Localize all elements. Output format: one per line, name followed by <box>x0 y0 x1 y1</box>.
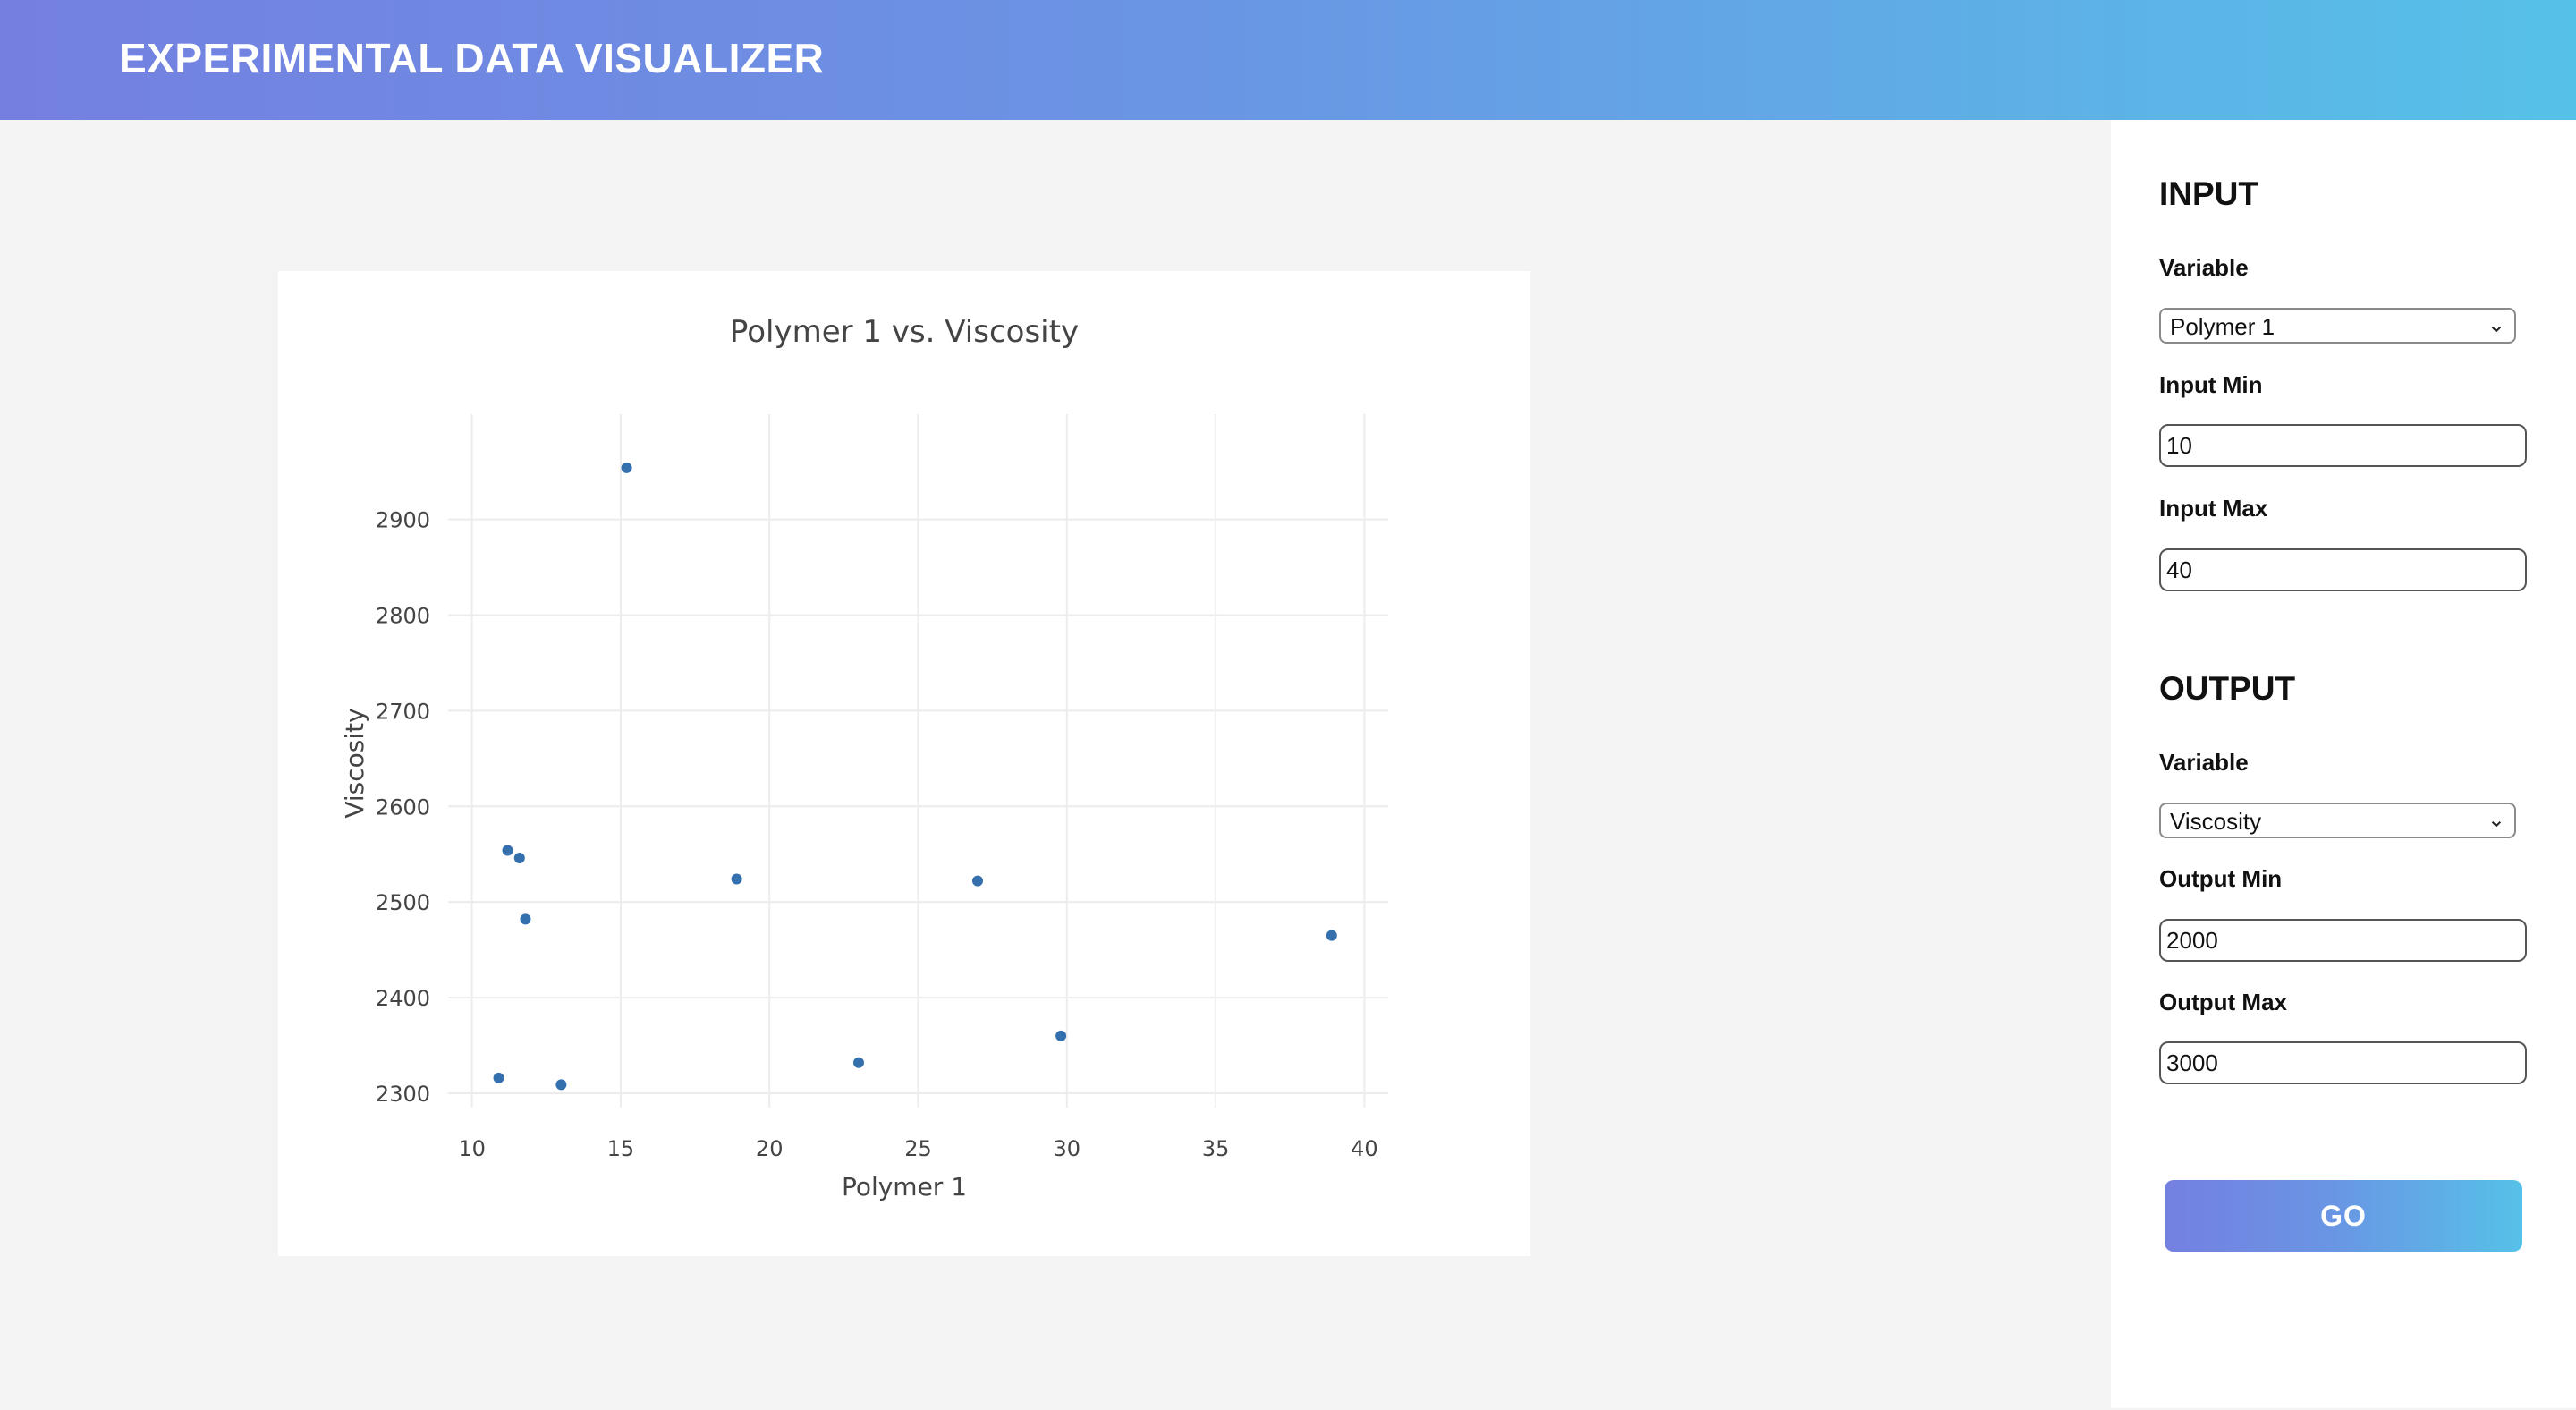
input-variable-label: Variable <box>2159 254 2249 281</box>
data-point[interactable] <box>1326 930 1337 941</box>
y-tick-label: 2300 <box>376 1082 430 1107</box>
y-axis-title: Viscosity <box>340 708 369 818</box>
input-min-label: Input Min <box>2159 371 2263 398</box>
data-point[interactable] <box>513 853 525 863</box>
x-tick-label: 25 <box>904 1136 932 1161</box>
chart-title: Polymer 1 vs. Viscosity <box>730 314 1079 350</box>
data-point[interactable] <box>1055 1030 1067 1041</box>
data-point[interactable] <box>555 1079 567 1091</box>
input-min-field[interactable] <box>2159 424 2527 467</box>
chevron-down-icon: ⌄ <box>2487 313 2505 337</box>
chevron-down-icon: ⌄ <box>2487 808 2505 832</box>
y-tick-label: 2600 <box>376 794 430 820</box>
data-point[interactable] <box>493 1072 504 1083</box>
y-tick-label: 2800 <box>376 603 430 628</box>
y-tick-label: 2400 <box>376 986 430 1011</box>
data-point[interactable] <box>972 875 984 887</box>
input-variable-select[interactable]: Polymer 1 ⌄ <box>2159 308 2516 344</box>
app-title: EXPERIMENTAL DATA VISUALIZER <box>119 35 825 81</box>
scatter-chart-card: 2300 2400 2500 2600 2700 2800 2900 10 15 20 25 30 3… <box>278 271 1530 1256</box>
data-point[interactable] <box>621 462 632 473</box>
x-tick-label: 10 <box>458 1136 486 1161</box>
y-tick-label: 2900 <box>376 508 430 533</box>
input-max-label: Input Max <box>2159 495 2268 522</box>
y-tick-label: 2500 <box>376 890 430 915</box>
x-tick-label: 15 <box>607 1136 635 1161</box>
scatter-chart: 2300 2400 2500 2600 2700 2800 2900 10 15 20 25 30 3… <box>340 314 1388 1202</box>
output-variable-value: Viscosity <box>2170 808 2262 835</box>
input-max-field[interactable] <box>2159 548 2527 591</box>
output-variable-label: Variable <box>2159 749 2249 776</box>
data-point[interactable] <box>852 1057 864 1068</box>
y-tick-label: 2700 <box>376 699 430 724</box>
grid-lines <box>448 414 1388 1108</box>
x-tick-label: 40 <box>1351 1136 1378 1161</box>
input-section-title: INPUT <box>2159 175 2258 212</box>
output-max-label: Output Max <box>2159 989 2287 1015</box>
x-tick-label: 30 <box>1054 1136 1081 1161</box>
data-points <box>493 462 1337 1091</box>
output-max-field[interactable] <box>2159 1041 2527 1084</box>
y-tick-labels: 2300 2400 2500 2600 2700 2800 2900 <box>376 508 430 1107</box>
app-header: EXPERIMENTAL DATA VISUALIZER <box>0 0 2576 120</box>
output-min-label: Output Min <box>2159 865 2283 892</box>
data-point[interactable] <box>731 873 742 885</box>
go-button[interactable]: GO <box>2165 1180 2522 1252</box>
output-min-field[interactable] <box>2159 919 2527 962</box>
input-variable-value: Polymer 1 <box>2170 313 2275 340</box>
x-axis-title: Polymer 1 <box>842 1172 967 1202</box>
x-tick-label: 20 <box>756 1136 784 1161</box>
output-variable-select[interactable]: Viscosity ⌄ <box>2159 803 2516 838</box>
output-section-title: OUTPUT <box>2159 670 2296 707</box>
data-point[interactable] <box>520 913 531 925</box>
data-point[interactable] <box>502 845 513 856</box>
x-tick-label: 35 <box>1202 1136 1230 1161</box>
control-panel: INPUT Variable Polymer 1 ⌄ Input Min Inp… <box>2111 120 2576 1408</box>
x-tick-labels: 10 15 20 25 30 35 40 <box>458 1136 1377 1161</box>
